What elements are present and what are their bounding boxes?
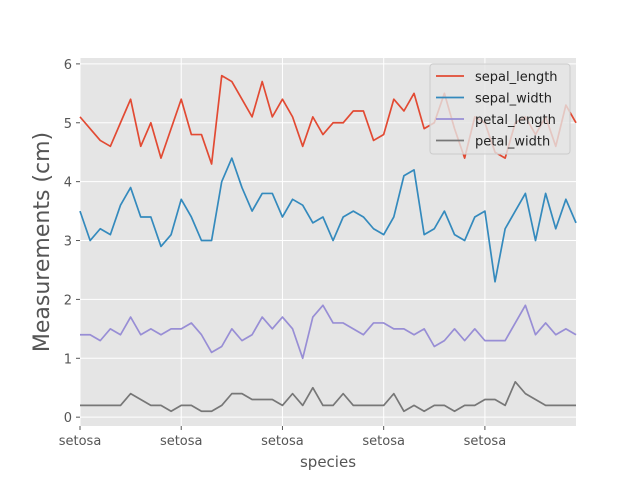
x-tick-label: setosa bbox=[160, 434, 203, 449]
y-ticks: 0 1 2 3 4 5 6 bbox=[64, 58, 80, 426]
x-tick-label: setosa bbox=[464, 434, 507, 449]
legend-label-sepal-length: sepal_length bbox=[475, 70, 558, 85]
x-tick-label: setosa bbox=[261, 434, 304, 449]
y-tick-label: 5 bbox=[64, 117, 72, 132]
legend-label-sepal-width: sepal_width bbox=[475, 92, 552, 107]
y-tick-label: 3 bbox=[64, 235, 72, 250]
legend-label-petal-width: petal_width bbox=[475, 135, 550, 150]
series-line-sepal-width bbox=[79, 157, 577, 283]
y-tick-label: 0 bbox=[64, 411, 72, 426]
legend: sepal_length sepal_width petal_lengthpetal… bbox=[429, 63, 571, 155]
y-tick-label: 4 bbox=[64, 176, 72, 191]
x-ticks: setosa setosa setosa setosa setosa bbox=[59, 426, 506, 449]
x-axis-label: species bbox=[300, 453, 356, 471]
y-tick-label: 1 bbox=[64, 352, 72, 367]
legend-box bbox=[429, 63, 571, 155]
y-axis-label: Measurements (cm) bbox=[30, 132, 55, 352]
y-tick-label: 2 bbox=[64, 293, 72, 308]
grid-layer bbox=[79, 58, 576, 426]
x-tick-label: setosa bbox=[59, 434, 102, 449]
series-line-petal-length bbox=[80, 304, 577, 360]
x-tick-label: setosa bbox=[362, 434, 405, 449]
legend-label-petal-length: petal_length bbox=[475, 113, 556, 128]
series-line-petal-width bbox=[80, 380, 576, 413]
y-tick-label: 6 bbox=[64, 58, 72, 73]
